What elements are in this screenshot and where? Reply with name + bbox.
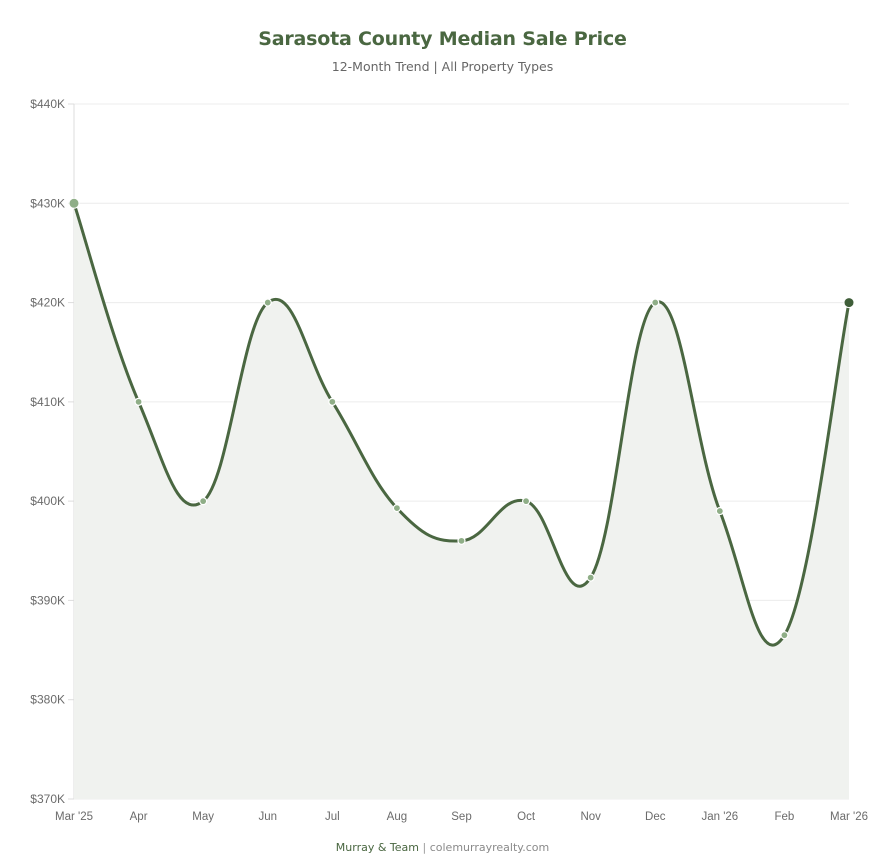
data-point[interactable]	[521, 497, 531, 506]
data-points	[68, 197, 855, 640]
y-tick-label: $440K	[30, 97, 65, 111]
x-tick-label: Apr	[130, 811, 148, 823]
x-tick-label: Nov	[580, 811, 601, 823]
x-tick-label: Feb	[775, 811, 795, 823]
x-tick-label: Aug	[387, 811, 407, 823]
data-point[interactable]	[328, 397, 337, 406]
x-tick-label: Oct	[517, 811, 536, 823]
y-tick-label: $380K	[30, 693, 65, 707]
data-point[interactable]	[843, 297, 855, 309]
chart-subtitle: 12-Month Trend | All Property Types	[331, 59, 554, 74]
x-tick-label: Jul	[325, 811, 340, 823]
footer-brand: Murray & Team	[335, 841, 419, 854]
x-tick-label: Jan '26	[701, 811, 738, 823]
x-tick-label: Sep	[451, 811, 471, 823]
y-axis: $370K $380K $390K $400K $410K $420K $430K $440K	[30, 97, 75, 806]
footer-website[interactable]: colemurrayrealty.com	[429, 841, 550, 854]
y-tick-label: $370K	[30, 792, 65, 806]
x-tick-label: Mar '26	[830, 811, 868, 823]
data-point[interactable]	[651, 298, 660, 307]
data-point[interactable]	[199, 497, 208, 506]
x-tick-label: Mar '25	[55, 811, 93, 823]
data-point[interactable]	[457, 536, 466, 545]
footer: Murray & Team | colemurrayrealty.com	[0, 841, 885, 854]
data-point[interactable]	[68, 197, 80, 209]
x-tick-label: Jun	[258, 811, 277, 823]
footer-separator: |	[422, 841, 427, 854]
data-point[interactable]	[586, 573, 595, 582]
y-tick-label: $410K	[30, 395, 65, 409]
data-point[interactable]	[134, 397, 143, 406]
y-tick-label: $420K	[30, 296, 65, 310]
area-fill	[74, 203, 849, 800]
x-tick-label: Dec	[645, 811, 666, 823]
x-tick-label: May	[192, 811, 214, 823]
y-tick-label: $430K	[30, 196, 65, 210]
data-point[interactable]	[392, 503, 402, 513]
chart-title: Sarasota County Median Sale Price	[258, 28, 627, 50]
y-tick-label: $400K	[30, 494, 65, 508]
x-axis: Mar '25 Apr May Jun Jul Aug Sep Oct Nov Dec Jan '2…	[55, 811, 868, 823]
data-point[interactable]	[780, 631, 789, 640]
data-point[interactable]	[715, 506, 724, 516]
y-tick-label: $390K	[30, 593, 65, 607]
data-point[interactable]	[263, 298, 272, 307]
